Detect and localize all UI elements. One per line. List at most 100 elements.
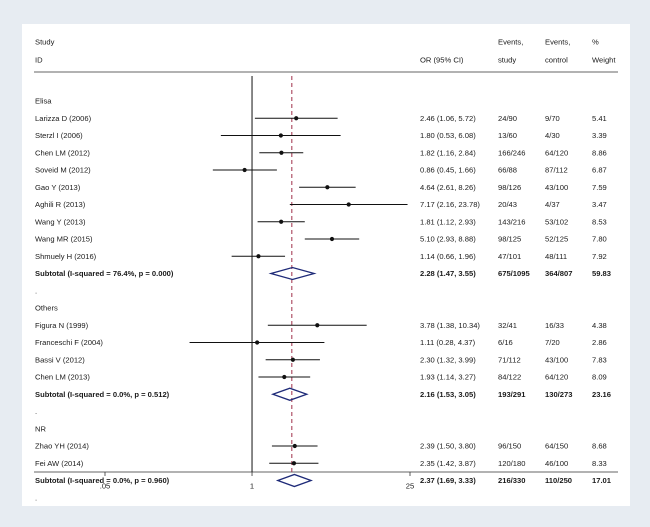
study-row-0-8-events-control: 48/111 (545, 252, 567, 261)
study-row-0-0-weight: 5.41 (592, 114, 607, 123)
subtotal-row-1-ci-text: 2.16 (1.53, 3.05) (420, 390, 476, 399)
study-row-1-1-point (255, 340, 260, 345)
study-row-0-8-events-study: 47/101 (498, 252, 521, 261)
study-row-0-0-events-control: 9/70 (545, 114, 560, 123)
subtotal-row-0-label: Subtotal (I-squared = 76.4%, p = 0.000) (35, 269, 174, 278)
study-row-1-3-ci-text: 1.93 (1.14, 3.27) (420, 373, 476, 382)
study-row-0-4-point (325, 185, 330, 190)
study-row-1-2-label: Bassi V (2012) (35, 355, 85, 364)
study-row-0-6-ci-text: 1.81 (1.12, 2.93) (420, 217, 476, 226)
separator-dot: . (35, 407, 37, 416)
study-row-0-1-events-control: 4/30 (545, 131, 560, 140)
study-row-0-2-events-control: 64/120 (545, 148, 568, 157)
study-row-0-3-events-control: 87/112 (545, 166, 568, 175)
study-row-1-1-events-study: 6/16 (498, 338, 513, 347)
study-row-2-0-ci-text: 2.39 (1.50, 3.80) (420, 442, 476, 451)
subtotal-row-1-diamond (270, 387, 309, 401)
study-row-2-1-label: Fei AW (2014) (35, 459, 84, 468)
subtotal-row-1-events-control: 130/273 (545, 390, 572, 399)
study-row-1-1-events-control: 7/20 (545, 338, 560, 347)
study-row-1-1-label: Franceschi F (2004) (35, 338, 103, 347)
study-row-0-5-point (346, 202, 351, 207)
group-label-others: Others (35, 304, 58, 313)
study-row-0-4-ci-text: 4.64 (2.61, 8.26) (420, 183, 476, 192)
subtotal-row-0-diamond (268, 266, 317, 281)
study-row-0-7-ci-text: 5.10 (2.93, 8.88) (420, 235, 476, 244)
study-row-0-8-weight: 7.92 (592, 252, 607, 261)
study-row-1-1-ci-text: 1.11 (0.28, 4.37) (420, 338, 476, 347)
study-row-2-1-events-control: 46/100 (545, 459, 568, 468)
study-row-1-0-point (315, 323, 320, 328)
subtotal-row-0-events-control: 364/807 (545, 269, 572, 278)
group-label-nr: NR (35, 424, 46, 433)
subtotal-row-2-ci-text: 2.37 (1.69, 3.33) (420, 476, 476, 485)
study-row-0-8-label: Shmuely H (2016) (35, 252, 97, 261)
study-row-2-0-events-study: 96/150 (498, 442, 521, 451)
study-row-0-7-label: Wang MR (2015) (35, 235, 93, 244)
study-row-0-7-events-study: 98/125 (498, 235, 521, 244)
study-row-0-4-events-control: 43/100 (545, 183, 568, 192)
study-row-0-4-label: Gao Y (2013) (35, 183, 81, 192)
study-row-1-2-events-control: 43/100 (545, 355, 568, 364)
subtotal-row-1-label: Subtotal (I-squared = 0.0%, p = 0.512) (35, 390, 170, 399)
study-row-1-2-events-study: 71/112 (498, 355, 521, 364)
header-weight-label: % (592, 38, 599, 47)
study-row-0-0-ci-text: 2.46 (1.06, 5.72) (420, 114, 476, 123)
study-row-0-8-point (256, 254, 261, 259)
study-row-0-5-weight: 3.47 (592, 200, 607, 209)
study-row-0-2-label: Chen LM (2012) (35, 148, 90, 157)
study-row-1-0-label: Figura N (1999) (35, 321, 89, 330)
study-row-2-0-label: Zhao YH (2014) (35, 442, 89, 451)
subtotal-row-1-events-study: 193/291 (498, 390, 526, 399)
study-row-1-3-events-control: 64/120 (545, 373, 568, 382)
subtotal-row-0-events-study: 675/1095 (498, 269, 530, 278)
study-row-1-0-ci-text: 3.78 (1.38, 10.34) (420, 321, 480, 330)
subtotal-row-2-events-study: 216/330 (498, 476, 525, 485)
header-events-control-sublabel: control (545, 56, 568, 65)
header-study-label: Study (35, 38, 55, 47)
study-row-0-0-point (294, 116, 299, 121)
study-row-0-2-ci-text: 1.82 (1.16, 2.84) (420, 148, 476, 157)
study-row-0-1-ci-text: 1.80 (0.53, 6.08) (420, 131, 476, 140)
study-row-0-4-weight: 7.59 (592, 183, 607, 192)
study-row-0-6-events-control: 53/102 (545, 217, 568, 226)
study-row-2-1-weight: 8.33 (592, 459, 607, 468)
study-row-1-3-label: Chen LM (2013) (35, 373, 90, 382)
subtotal-row-0-ci-text: 2.28 (1.47, 3.55) (420, 269, 476, 278)
header-events-control-label: Events, (545, 38, 570, 47)
study-row-0-7-events-control: 52/125 (545, 235, 568, 244)
study-row-0-3-ci-text: 0.86 (0.45, 1.66) (420, 166, 476, 175)
study-row-0-6-label: Wang Y (2013) (35, 217, 86, 226)
study-row-0-7-point (329, 236, 335, 242)
study-row-0-3-label: Soveid M (2012) (35, 166, 91, 175)
study-row-1-0-weight: 4.38 (592, 321, 607, 330)
study-row-1-3-events-study: 84/122 (498, 373, 521, 382)
header-id-label: ID (35, 56, 43, 65)
study-row-0-6-point (279, 219, 284, 224)
forest-plot: Study ID OR (95% CI) Events, study Events, con… (34, 38, 618, 502)
group-label-elisa: Elisa (35, 97, 52, 106)
study-row-0-2-events-study: 166/246 (498, 148, 525, 157)
header-or-label: OR (95% CI) (420, 56, 464, 65)
study-row-0-8-ci-text: 1.14 (0.66, 1.96) (420, 252, 476, 261)
subtotal-row-2-events-control: 110/250 (545, 476, 572, 485)
study-row-0-6-weight: 8.53 (592, 217, 607, 226)
subtotal-row-2-diamond (275, 473, 313, 488)
header-events-study-label: Events, (498, 38, 523, 47)
study-row-0-0-events-study: 24/90 (498, 114, 517, 123)
study-row-2-0-weight: 8.68 (592, 442, 607, 451)
study-row-1-2-ci-text: 2.30 (1.32, 3.99) (420, 355, 476, 364)
study-row-1-2-weight: 7.83 (592, 355, 607, 364)
study-row-0-7-weight: 7.80 (592, 235, 607, 244)
study-row-1-0-events-study: 32/41 (498, 321, 517, 330)
subtotal-row-1-weight: 23.16 (592, 390, 611, 399)
study-row-0-6-events-study: 143/216 (498, 217, 525, 226)
separator-dot: . (35, 286, 37, 295)
study-row-0-3-weight: 6.87 (592, 166, 607, 175)
study-row-0-1-weight: 3.39 (592, 131, 607, 140)
study-row-2-0-point (292, 443, 297, 449)
study-row-1-0-events-control: 16/33 (545, 321, 564, 330)
study-row-0-2-point (279, 150, 284, 155)
separator-dot: . (35, 493, 37, 502)
header-weight-sublabel: Weight (592, 56, 616, 65)
